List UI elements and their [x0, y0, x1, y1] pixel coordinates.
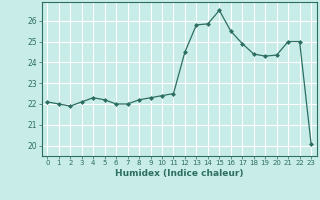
- X-axis label: Humidex (Indice chaleur): Humidex (Indice chaleur): [115, 169, 244, 178]
